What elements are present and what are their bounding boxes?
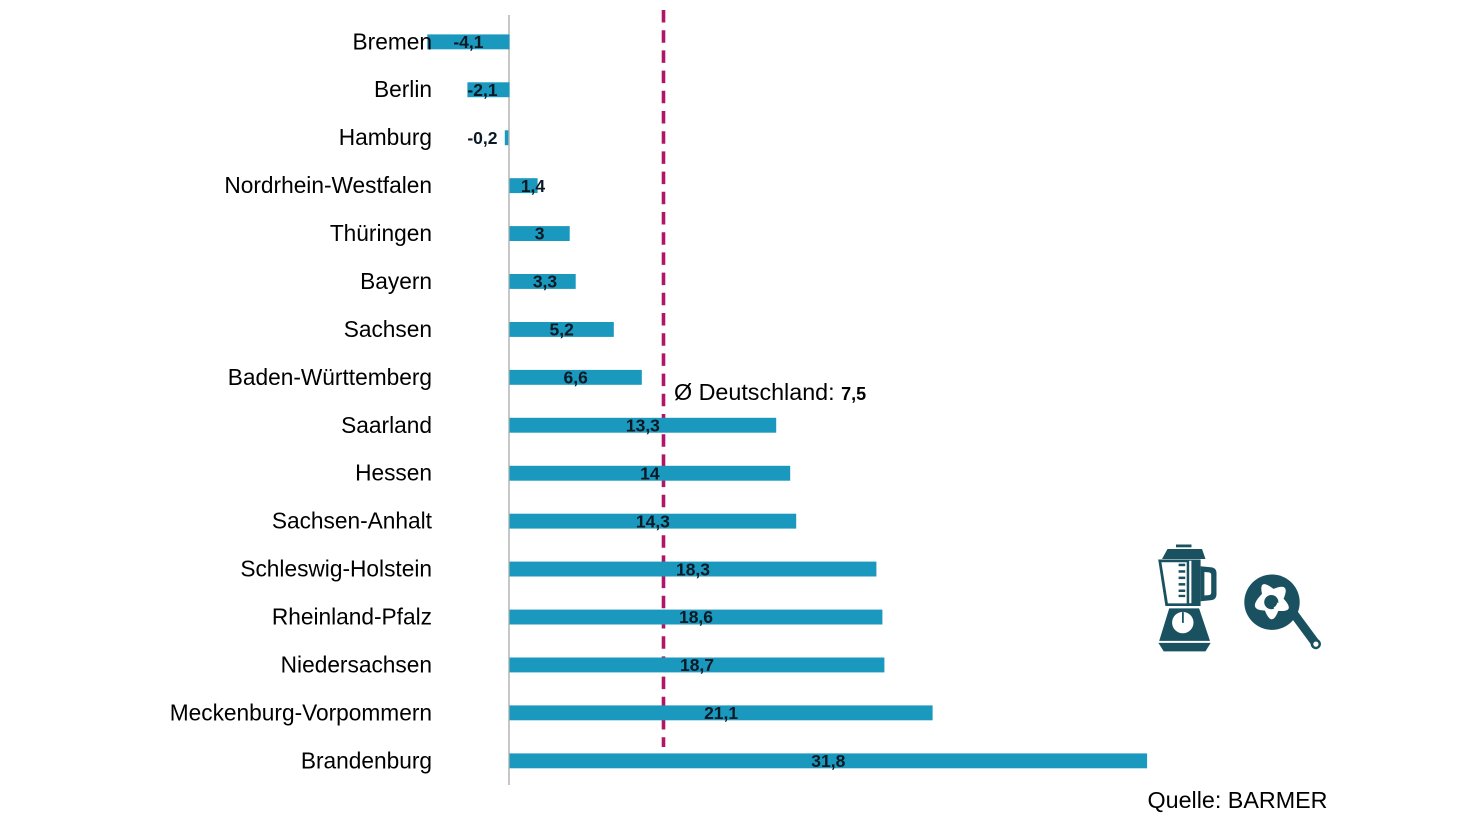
- svg-text:Ø Deutschland: 7,5: Ø Deutschland: 7,5: [674, 379, 866, 405]
- svg-text:-4,1: -4,1: [453, 32, 483, 52]
- svg-text:Bremen: Bremen: [353, 28, 432, 54]
- svg-text:3: 3: [535, 224, 545, 244]
- svg-text:21,1: 21,1: [704, 703, 738, 723]
- svg-text:Quelle: BARMER: Quelle: BARMER: [1148, 787, 1328, 813]
- svg-text:Hessen: Hessen: [355, 460, 432, 486]
- svg-text:-0,2: -0,2: [467, 128, 497, 148]
- svg-text:6,6: 6,6: [564, 368, 589, 388]
- svg-text:31,8: 31,8: [811, 751, 845, 771]
- svg-text:18,3: 18,3: [676, 559, 710, 579]
- svg-text:5,2: 5,2: [550, 320, 575, 340]
- svg-text:Sachsen: Sachsen: [344, 316, 432, 342]
- svg-text:Brandenburg: Brandenburg: [301, 747, 432, 773]
- svg-text:18,7: 18,7: [680, 655, 714, 675]
- svg-text:Bayern: Bayern: [360, 268, 432, 294]
- svg-text:13,3: 13,3: [626, 416, 660, 436]
- svg-text:18,6: 18,6: [679, 607, 713, 627]
- svg-text:Schleswig-Holstein: Schleswig-Holstein: [240, 556, 432, 582]
- svg-text:Meckenburg-Vorpommern: Meckenburg-Vorpommern: [170, 699, 432, 725]
- svg-text:Sachsen-Anhalt: Sachsen-Anhalt: [272, 508, 433, 534]
- svg-text:3,3: 3,3: [533, 272, 558, 292]
- svg-text:Thüringen: Thüringen: [330, 220, 432, 246]
- svg-text:14: 14: [640, 463, 660, 483]
- svg-text:1,4: 1,4: [521, 176, 546, 196]
- svg-text:Hamburg: Hamburg: [339, 124, 432, 150]
- svg-text:-2,1: -2,1: [467, 80, 497, 100]
- svg-text:Rheinland-Pfalz: Rheinland-Pfalz: [272, 604, 432, 630]
- svg-text:Niedersachsen: Niedersachsen: [281, 651, 432, 677]
- svg-text:Berlin: Berlin: [374, 76, 432, 102]
- svg-text:Saarland: Saarland: [341, 412, 432, 438]
- svg-text:Baden-Württemberg: Baden-Württemberg: [228, 364, 432, 390]
- svg-text:14,3: 14,3: [636, 511, 670, 531]
- svg-text:Nordrhein-Westfalen: Nordrhein-Westfalen: [224, 172, 432, 198]
